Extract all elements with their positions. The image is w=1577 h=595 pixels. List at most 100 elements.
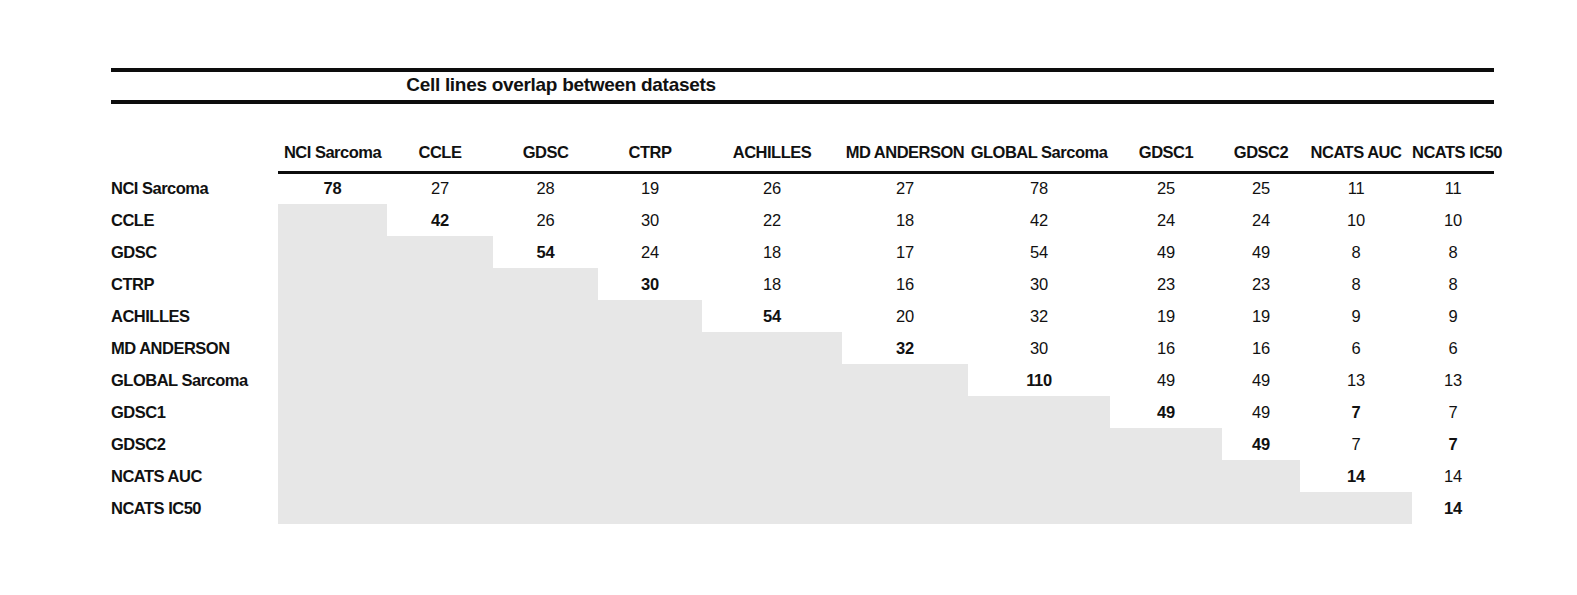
overlap-value-cell: 42 (968, 204, 1110, 236)
overlap-value-cell: 14 (1412, 492, 1494, 524)
lower-triangle-cell (278, 236, 387, 268)
lower-triangle-cell (968, 428, 1110, 460)
lower-triangle-cell (598, 332, 702, 364)
lower-triangle-cell (387, 364, 493, 396)
table-body: NCI Sarcoma7827281926277825251111CCLE422… (111, 172, 1494, 524)
overlap-value-cell: 19 (1222, 300, 1300, 332)
overlap-value-cell: 13 (1412, 364, 1494, 396)
overlap-value-cell: 23 (1222, 268, 1300, 300)
overlap-value-cell: 9 (1300, 300, 1412, 332)
lower-triangle-cell (702, 332, 842, 364)
lower-triangle-cell (1222, 492, 1300, 524)
lower-triangle-cell (387, 332, 493, 364)
overlap-value-cell: 54 (968, 236, 1110, 268)
lower-triangle-cell (278, 492, 387, 524)
lower-triangle-cell (1222, 460, 1300, 492)
overlap-value-cell: 7 (1300, 428, 1412, 460)
lower-triangle-cell (842, 460, 968, 492)
overlap-value-cell: 19 (598, 172, 702, 204)
overlap-value-cell: 78 (968, 172, 1110, 204)
lower-triangle-cell (842, 492, 968, 524)
overlap-value-cell: 6 (1300, 332, 1412, 364)
lower-triangle-cell (278, 396, 387, 428)
lower-triangle-cell (1300, 492, 1412, 524)
row-label-ncats-auc: NCATS AUC (111, 460, 278, 492)
overlap-value-cell: 49 (1222, 236, 1300, 268)
top-rule (111, 68, 1494, 72)
lower-triangle-cell (702, 460, 842, 492)
table-row-ncats-ic50: NCATS IC5014 (111, 492, 1494, 524)
row-label-ctrp: CTRP (111, 268, 278, 300)
overlap-value-cell: 30 (968, 268, 1110, 300)
lower-triangle-cell (493, 396, 598, 428)
overlap-value-cell: 10 (1412, 204, 1494, 236)
overlap-value-cell: 7 (1412, 396, 1494, 428)
column-header-gdsc: GDSC (493, 131, 598, 172)
table-row-gdsc: GDSC5424181754494988 (111, 236, 1494, 268)
column-header-achilles: ACHILLES (702, 131, 842, 172)
overlap-value-cell: 7 (1412, 428, 1494, 460)
lower-triangle-cell (493, 460, 598, 492)
overlap-value-cell: 30 (598, 268, 702, 300)
lower-triangle-cell (493, 332, 598, 364)
overlap-value-cell: 8 (1300, 236, 1412, 268)
lower-triangle-cell (278, 364, 387, 396)
lower-triangle-cell (968, 396, 1110, 428)
overlap-value-cell: 7 (1300, 396, 1412, 428)
row-label-gdsc: GDSC (111, 236, 278, 268)
lower-triangle-cell (598, 364, 702, 396)
overlap-value-cell: 23 (1110, 268, 1222, 300)
overlap-value-cell: 20 (842, 300, 968, 332)
overlap-value-cell: 16 (1110, 332, 1222, 364)
lower-triangle-cell (1110, 428, 1222, 460)
lower-triangle-cell (278, 332, 387, 364)
overlap-value-cell: 26 (493, 204, 598, 236)
overlap-value-cell: 25 (1110, 172, 1222, 204)
overlap-value-cell: 18 (702, 268, 842, 300)
lower-triangle-cell (968, 460, 1110, 492)
lower-triangle-cell (598, 428, 702, 460)
column-header-nci-sarcoma: NCI Sarcoma (278, 131, 387, 172)
overlap-value-cell: 49 (1110, 396, 1222, 428)
row-label-achilles: ACHILLES (111, 300, 278, 332)
table-row-ncats-auc: NCATS AUC1414 (111, 460, 1494, 492)
overlap-value-cell: 19 (1110, 300, 1222, 332)
overlap-value-cell: 17 (842, 236, 968, 268)
table-row-ccle: CCLE42263022184224241010 (111, 204, 1494, 236)
lower-triangle-cell (387, 236, 493, 268)
row-label-md-anderson: MD ANDERSON (111, 332, 278, 364)
row-label-gdsc1: GDSC1 (111, 396, 278, 428)
overlap-value-cell: 8 (1412, 268, 1494, 300)
overlap-value-cell: 54 (493, 236, 598, 268)
column-header-ctrp: CTRP (598, 131, 702, 172)
overlap-value-cell: 28 (493, 172, 598, 204)
overlap-value-cell: 9 (1412, 300, 1494, 332)
overlap-value-cell: 42 (387, 204, 493, 236)
overlap-value-cell: 49 (1222, 364, 1300, 396)
table-row-global-sarcoma: GLOBAL Sarcoma11049491313 (111, 364, 1494, 396)
column-header-ncats-auc: NCATS AUC (1300, 131, 1412, 172)
table-row-gdsc2: GDSC24977 (111, 428, 1494, 460)
overlap-value-cell: 16 (842, 268, 968, 300)
table-row-md-anderson: MD ANDERSON3230161666 (111, 332, 1494, 364)
column-header-ccle: CCLE (387, 131, 493, 172)
lower-triangle-cell (387, 300, 493, 332)
lower-triangle-cell (598, 492, 702, 524)
lower-triangle-cell (1110, 460, 1222, 492)
overlap-value-cell: 14 (1412, 460, 1494, 492)
paper-table-figure: Cell lines overlap between datasets NCI … (0, 0, 1577, 595)
lower-triangle-cell (702, 428, 842, 460)
overlap-value-cell: 10 (1300, 204, 1412, 236)
lower-triangle-cell (387, 428, 493, 460)
lower-triangle-cell (598, 396, 702, 428)
title-underline-rule (111, 100, 1494, 104)
overlap-value-cell: 18 (702, 236, 842, 268)
lower-triangle-cell (278, 460, 387, 492)
overlap-value-cell: 24 (1110, 204, 1222, 236)
lower-triangle-cell (387, 396, 493, 428)
overlap-value-cell: 11 (1412, 172, 1494, 204)
overlap-value-cell: 54 (702, 300, 842, 332)
column-header-ncats-ic50: NCATS IC50 (1412, 131, 1494, 172)
row-label-ccle: CCLE (111, 204, 278, 236)
overlap-value-cell: 16 (1222, 332, 1300, 364)
